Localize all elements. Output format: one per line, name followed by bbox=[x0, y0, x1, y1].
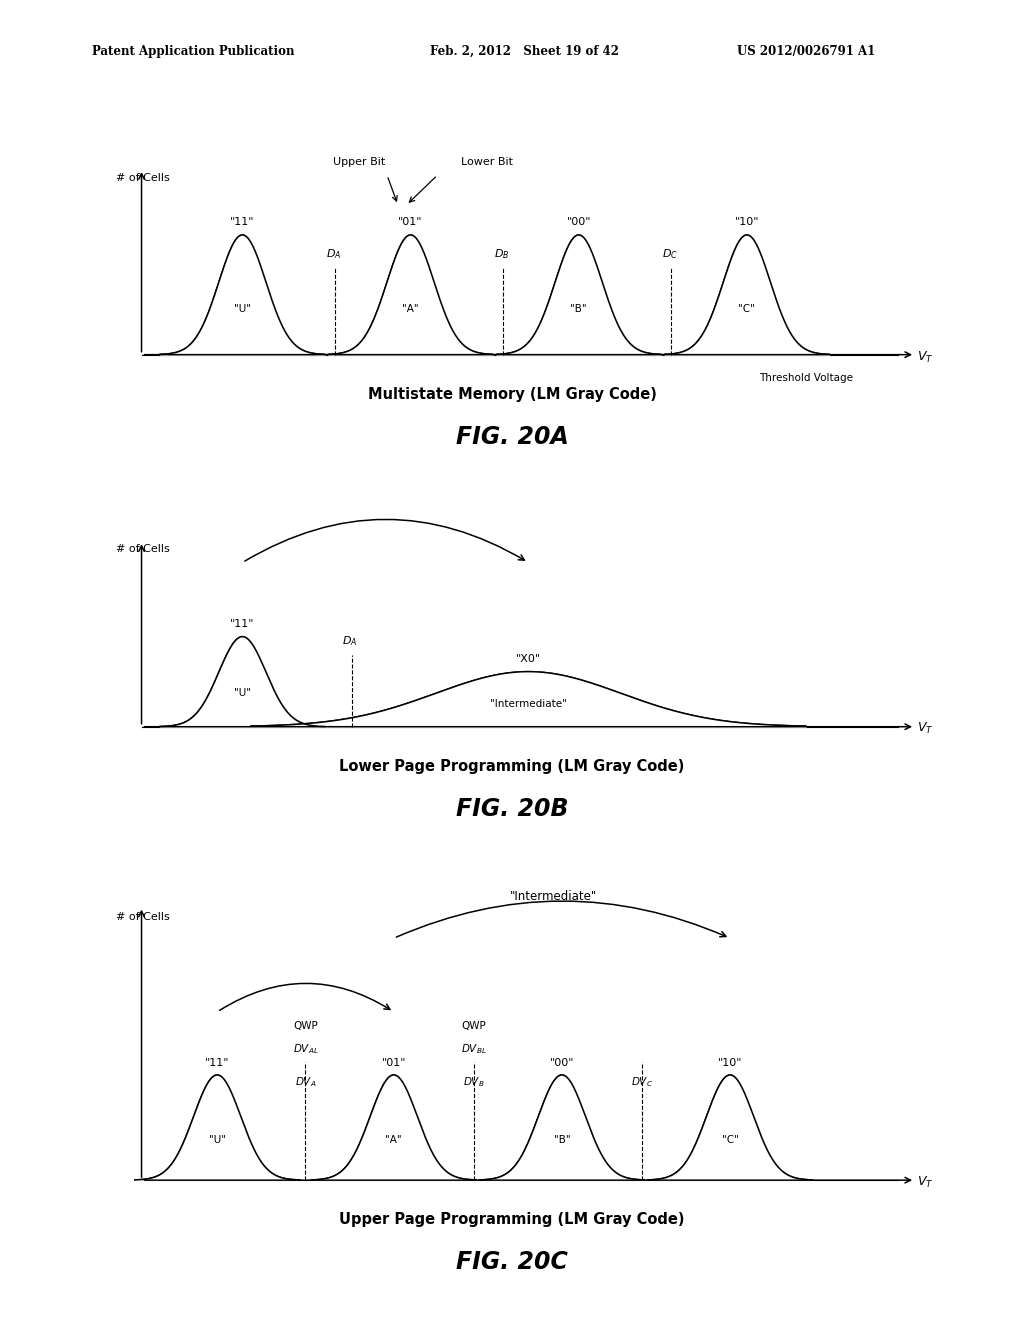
Text: US 2012/0026791 A1: US 2012/0026791 A1 bbox=[737, 45, 876, 58]
Text: Threshold Voltage: Threshold Voltage bbox=[759, 372, 853, 383]
Text: $V_T$: $V_T$ bbox=[916, 350, 933, 364]
Text: # of Cells: # of Cells bbox=[117, 173, 170, 182]
Text: $D_{A}$: $D_{A}$ bbox=[342, 635, 357, 648]
Text: "B": "B" bbox=[554, 1135, 570, 1146]
Text: "01": "01" bbox=[382, 1057, 406, 1068]
Text: "11": "11" bbox=[230, 216, 255, 227]
Text: $DV_{B}$: $DV_{B}$ bbox=[463, 1074, 484, 1089]
Text: $V_T$: $V_T$ bbox=[916, 721, 933, 737]
Text: $DV_{BL}$: $DV_{BL}$ bbox=[461, 1043, 486, 1056]
Text: # of Cells: # of Cells bbox=[117, 912, 170, 921]
Text: "11": "11" bbox=[205, 1057, 229, 1068]
Text: FIG. 20A: FIG. 20A bbox=[456, 425, 568, 449]
Text: QWP: QWP bbox=[293, 1020, 317, 1031]
Text: Lower Bit: Lower Bit bbox=[461, 157, 513, 166]
Text: "Intermediate": "Intermediate" bbox=[489, 698, 566, 709]
Text: "C": "C" bbox=[722, 1135, 738, 1146]
Text: $D_{A}$: $D_{A}$ bbox=[326, 247, 341, 261]
Text: QWP: QWP bbox=[461, 1020, 486, 1031]
Text: Lower Page Programming (LM Gray Code): Lower Page Programming (LM Gray Code) bbox=[339, 759, 685, 774]
Text: $V_T$: $V_T$ bbox=[916, 1175, 933, 1189]
Text: $D_{B}$: $D_{B}$ bbox=[494, 247, 509, 261]
FancyArrowPatch shape bbox=[396, 902, 726, 937]
Text: "00": "00" bbox=[550, 1057, 574, 1068]
Text: "10": "10" bbox=[734, 216, 759, 227]
Text: "U": "U" bbox=[209, 1135, 225, 1146]
Text: "01": "01" bbox=[398, 216, 423, 227]
FancyArrowPatch shape bbox=[219, 983, 390, 1010]
Text: "X0": "X0" bbox=[516, 655, 541, 664]
Text: Upper Bit: Upper Bit bbox=[333, 157, 385, 166]
Text: Multistate Memory (LM Gray Code): Multistate Memory (LM Gray Code) bbox=[368, 387, 656, 401]
Text: $DV_{A}$: $DV_{A}$ bbox=[295, 1074, 316, 1089]
Text: Patent Application Publication: Patent Application Publication bbox=[92, 45, 295, 58]
Text: "11": "11" bbox=[230, 619, 255, 630]
Text: FIG. 20C: FIG. 20C bbox=[456, 1250, 568, 1274]
Text: "U": "U" bbox=[233, 304, 251, 314]
Text: FIG. 20B: FIG. 20B bbox=[456, 797, 568, 821]
Text: "Intermediate": "Intermediate" bbox=[510, 890, 597, 903]
Text: "00": "00" bbox=[566, 216, 591, 227]
Text: "C": "C" bbox=[738, 304, 756, 314]
Text: "A": "A" bbox=[402, 304, 419, 314]
Text: $DV_{C}$: $DV_{C}$ bbox=[631, 1074, 653, 1089]
Text: "A": "A" bbox=[385, 1135, 402, 1146]
Text: # of Cells: # of Cells bbox=[117, 544, 170, 554]
Text: "10": "10" bbox=[718, 1057, 742, 1068]
Text: $DV_{AL}$: $DV_{AL}$ bbox=[293, 1043, 318, 1056]
Text: "U": "U" bbox=[233, 688, 251, 697]
Text: "B": "B" bbox=[570, 304, 587, 314]
Text: $D_{C}$: $D_{C}$ bbox=[662, 247, 678, 261]
Text: Feb. 2, 2012   Sheet 19 of 42: Feb. 2, 2012 Sheet 19 of 42 bbox=[430, 45, 620, 58]
Text: Upper Page Programming (LM Gray Code): Upper Page Programming (LM Gray Code) bbox=[339, 1212, 685, 1226]
FancyArrowPatch shape bbox=[245, 519, 524, 561]
